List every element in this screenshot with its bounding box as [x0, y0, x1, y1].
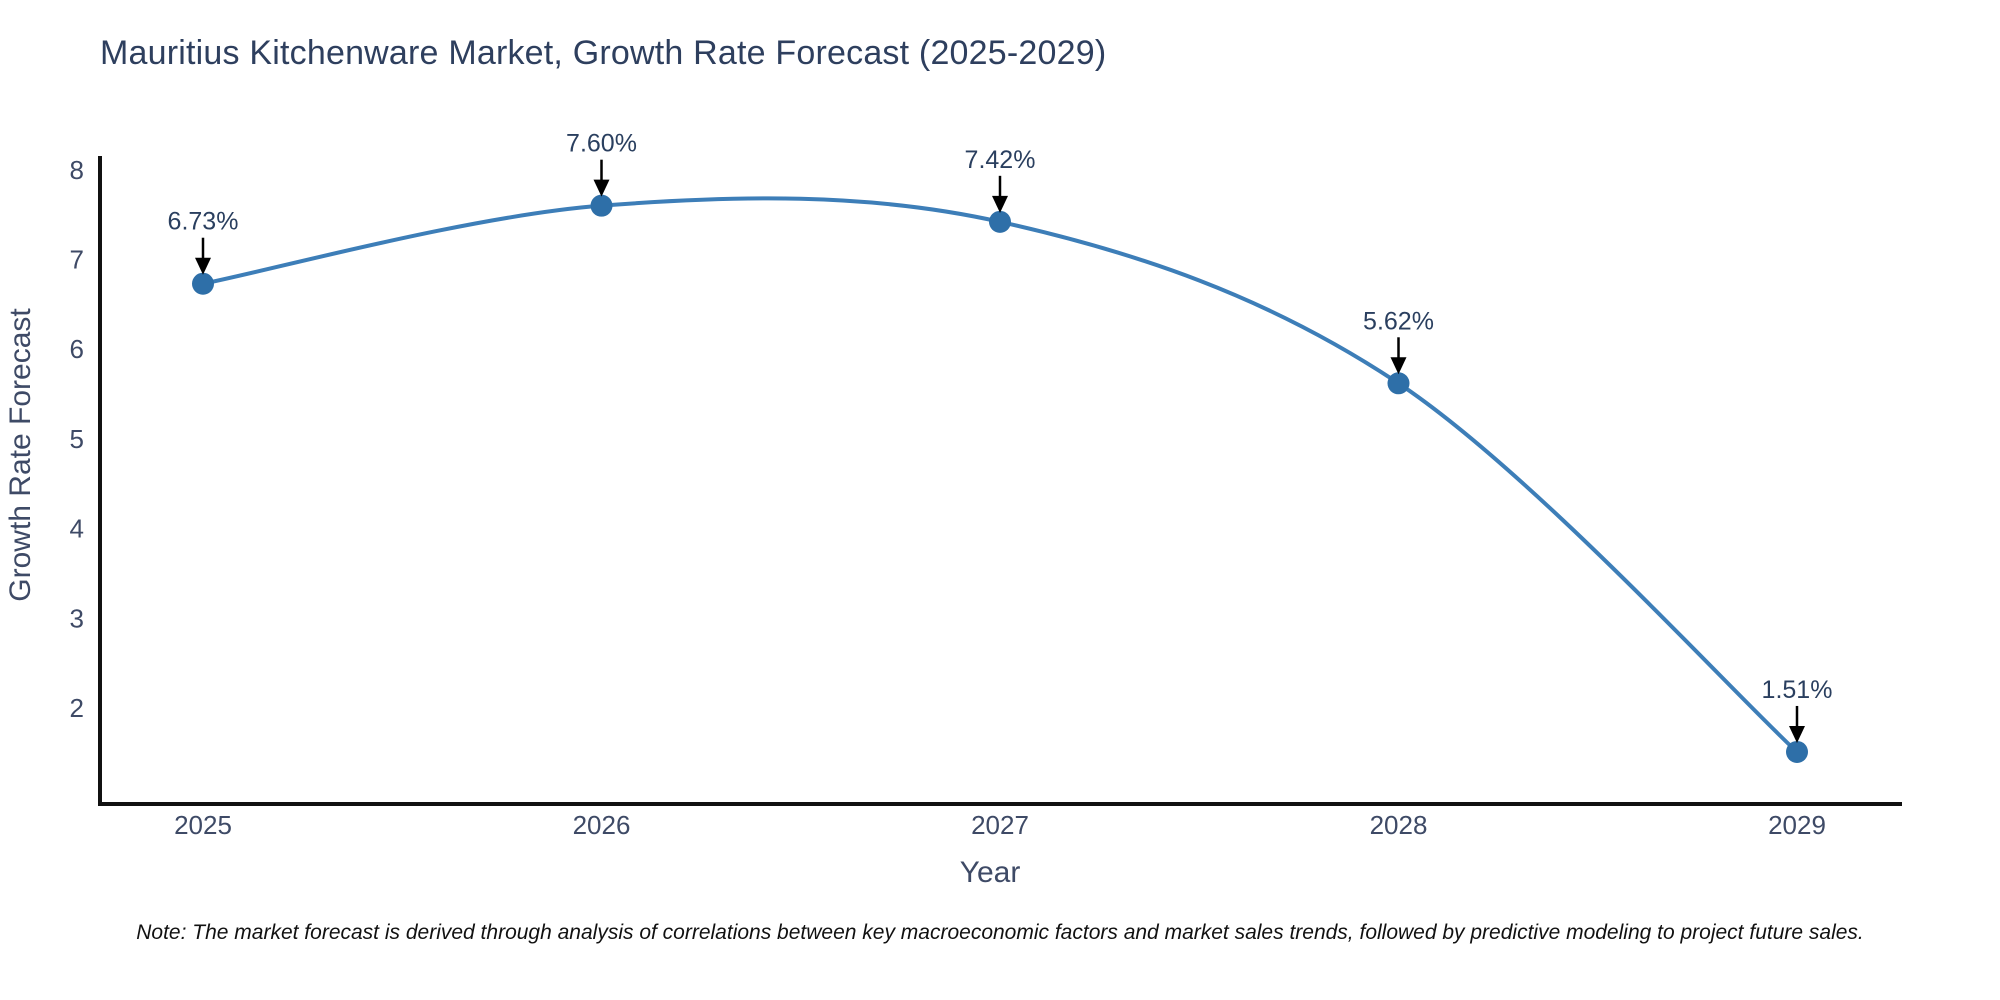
x-tick-label: 2029: [1768, 810, 1826, 840]
y-tick-label: 6: [70, 334, 84, 364]
y-tick-label: 5: [70, 424, 84, 454]
data-point-marker[interactable]: [1786, 740, 1808, 763]
footnote: Note: The market forecast is derived thr…: [136, 921, 1864, 944]
data-point-label: 7.42%: [965, 146, 1036, 174]
data-point-marker[interactable]: [1387, 372, 1410, 395]
data-point-marker[interactable]: [590, 194, 613, 217]
data-point-marker[interactable]: [989, 210, 1011, 233]
data-point-label: 1.51%: [1762, 676, 1833, 704]
y-tick-label: 2: [70, 693, 84, 723]
data-point-label: 7.60%: [566, 130, 637, 158]
x-axis-title: Year: [960, 856, 1021, 889]
x-tick-label: 2026: [573, 810, 631, 840]
y-tick-label: 8: [70, 155, 84, 185]
data-point-marker[interactable]: [192, 272, 214, 295]
annotation-arrow-head: [593, 179, 610, 197]
x-tick-label: 2028: [1370, 810, 1428, 840]
annotation-arrow-head: [992, 195, 1008, 213]
x-tick-label: 2027: [971, 810, 1029, 840]
y-tick-label: 3: [70, 603, 84, 633]
annotation-arrow-head: [195, 257, 211, 275]
x-tick-label: 2025: [174, 810, 232, 840]
y-tick-label: 4: [70, 514, 84, 544]
forecast-line: [201, 196, 1799, 754]
line-plot: 2 3 4 5 6 7 8 2025 2026 2027 2028 2029 Growth Rate F…: [4, 130, 1902, 889]
y-axis-title: Growth Rate Forecast: [4, 308, 37, 602]
y-tick-label: 7: [70, 245, 84, 275]
annotation-arrow-head: [1789, 725, 1805, 743]
data-point-label: 5.62%: [1363, 307, 1434, 335]
data-point-label: 6.73%: [168, 208, 239, 236]
chart-title: Mauritius Kitchenware Market, Growth Rat…: [100, 34, 1107, 72]
annotation-arrow-head: [1390, 357, 1407, 375]
